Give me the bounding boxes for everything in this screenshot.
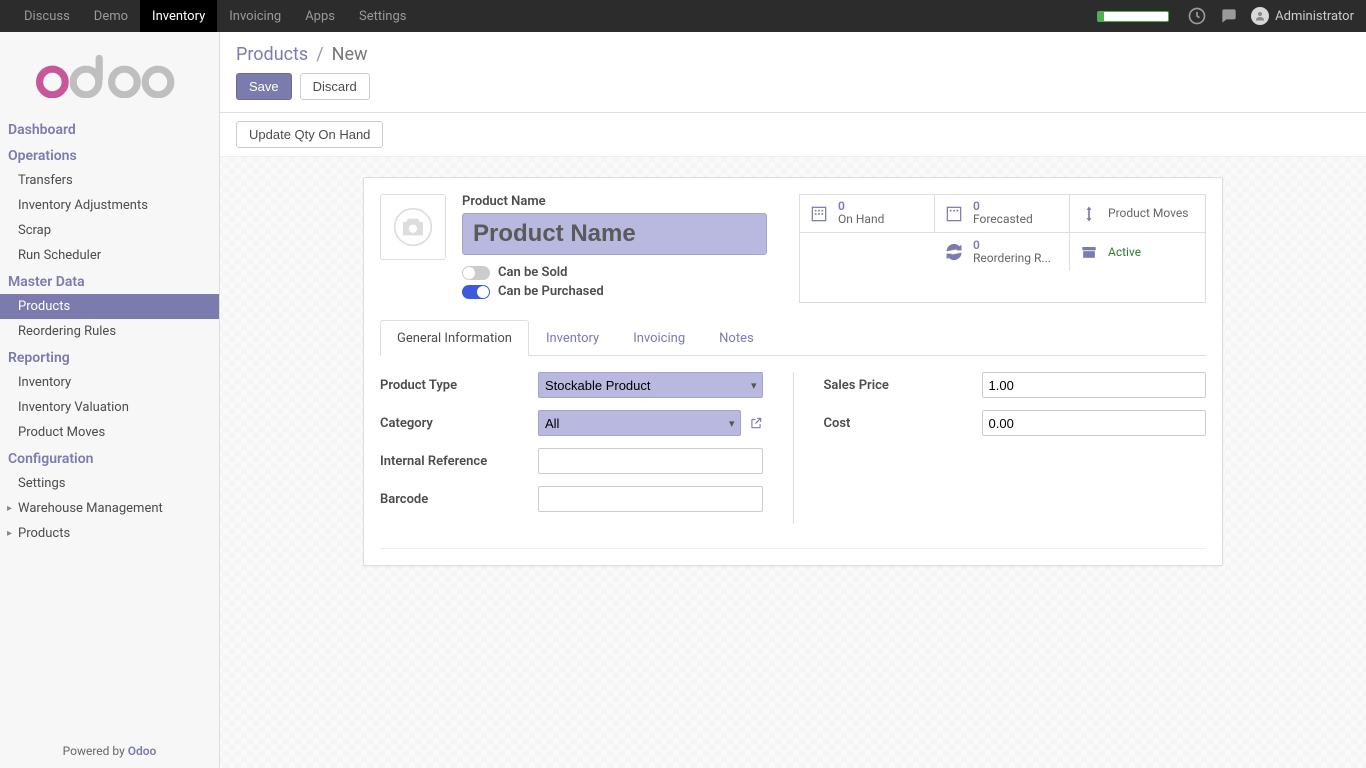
top-nav: Discuss Demo Inventory Invoicing Apps Se… [0, 0, 1366, 32]
stat-reordering[interactable]: 0Reordering R... [935, 233, 1070, 271]
stat-forecasted[interactable]: 0Forecasted [935, 195, 1070, 233]
tab-invoicing[interactable]: Invoicing [616, 320, 702, 356]
chat-icon[interactable] [1219, 6, 1239, 26]
progress-bar [1097, 11, 1169, 22]
avatar-icon [1251, 7, 1269, 25]
refresh-icon [943, 242, 965, 262]
stat-on-hand[interactable]: 0On Hand [800, 195, 935, 233]
sidebar-item-inventory-report[interactable]: Inventory [0, 370, 219, 395]
nav-inventory[interactable]: Inventory [140, 0, 217, 32]
update-qty-button[interactable]: Update Qty On Hand [236, 121, 383, 148]
product-image-placeholder[interactable] [380, 194, 446, 260]
user-name: Administrator [1275, 9, 1354, 24]
sidebar-item-settings[interactable]: Settings [0, 471, 219, 496]
can-be-purchased-toggle[interactable] [462, 285, 490, 299]
external-link-icon[interactable] [749, 416, 763, 430]
logo [0, 32, 219, 110]
tab-notes[interactable]: Notes [702, 320, 771, 356]
action-bar: Save Discard [220, 73, 1366, 113]
discard-button[interactable]: Discard [300, 73, 370, 100]
sales-price-label: Sales Price [824, 378, 974, 393]
sub-action-bar: Update Qty On Hand [220, 113, 1366, 157]
section-configuration[interactable]: Configuration [0, 445, 219, 471]
can-be-sold-label: Can be Sold [498, 265, 568, 280]
sidebar-item-inventory-adjustments[interactable]: Inventory Adjustments [0, 193, 219, 218]
internal-reference-label: Internal Reference [380, 454, 530, 469]
breadcrumb-separator: / [316, 44, 323, 65]
building-icon [943, 204, 965, 224]
tabs: General Information Inventory Invoicing … [380, 319, 1206, 356]
arrows-vertical-icon [1078, 204, 1100, 224]
form-sheet: Product Name Can be Sold Can be Purchase… [363, 177, 1223, 566]
stat-active-label: Active [1108, 245, 1141, 259]
breadcrumb-current: New [332, 44, 368, 65]
sidebar-footer: Powered by Odoo [0, 744, 219, 758]
nav-settings[interactable]: Settings [347, 0, 418, 32]
product-name-input[interactable] [462, 213, 767, 255]
sidebar-item-inventory-valuation[interactable]: Inventory Valuation [0, 395, 219, 420]
stat-reordering-value: 0 [973, 239, 1051, 251]
stat-forecasted-label: Forecasted [973, 212, 1033, 226]
sidebar-item-product-moves[interactable]: Product Moves [0, 420, 219, 445]
camera-icon [393, 207, 433, 247]
nav-invoicing[interactable]: Invoicing [217, 0, 293, 32]
stat-buttons: 0On Hand 0Forecasted Product Moves [799, 194, 1206, 303]
product-name-label: Product Name [462, 194, 783, 209]
barcode-input[interactable] [538, 486, 763, 512]
sidebar-menu: Dashboard Operations Transfers Inventory… [0, 110, 219, 552]
save-button[interactable]: Save [236, 73, 292, 100]
cost-label: Cost [824, 416, 974, 431]
section-reporting[interactable]: Reporting [0, 344, 219, 370]
nav-apps[interactable]: Apps [293, 0, 347, 32]
sidebar: Dashboard Operations Transfers Inventory… [0, 32, 220, 768]
nav-demo[interactable]: Demo [82, 0, 140, 32]
sidebar-item-run-scheduler[interactable]: Run Scheduler [0, 243, 219, 268]
stat-product-moves[interactable]: Product Moves [1070, 195, 1205, 233]
archive-icon [1078, 242, 1100, 262]
section-master-data[interactable]: Master Data [0, 268, 219, 294]
stat-reordering-label: Reordering R... [973, 251, 1051, 265]
section-operations[interactable]: Operations [0, 142, 219, 168]
category-label: Category [380, 416, 530, 431]
tab-inventory[interactable]: Inventory [529, 320, 616, 356]
tab-general-information[interactable]: General Information [380, 320, 529, 356]
clock-icon[interactable] [1187, 6, 1207, 26]
stat-active[interactable]: Active [1070, 233, 1205, 271]
stat-on-hand-label: On Hand [838, 212, 884, 226]
stat-product-moves-label: Product Moves [1108, 206, 1188, 220]
sidebar-item-transfers[interactable]: Transfers [0, 168, 219, 193]
sidebar-item-reordering-rules[interactable]: Reordering Rules [0, 319, 219, 344]
main: Products / New Save Discard Update Qty O… [220, 32, 1366, 768]
internal-reference-input[interactable] [538, 448, 763, 474]
product-type-label: Product Type [380, 378, 530, 393]
can-be-sold-toggle[interactable] [462, 266, 490, 280]
barcode-label: Barcode [380, 492, 530, 507]
sidebar-item-scrap[interactable]: Scrap [0, 218, 219, 243]
sidebar-item-warehouse-management[interactable]: Warehouse Management [0, 496, 219, 521]
footer-brand-link[interactable]: Odoo [128, 744, 157, 758]
can-be-purchased-label: Can be Purchased [498, 284, 604, 299]
sales-price-input[interactable] [982, 372, 1207, 398]
stat-on-hand-value: 0 [838, 200, 884, 212]
user-menu[interactable]: Administrator [1251, 7, 1354, 25]
category-select[interactable]: All [538, 410, 741, 436]
breadcrumb-parent[interactable]: Products [236, 44, 308, 65]
cost-input[interactable] [982, 410, 1207, 436]
breadcrumb: Products / New [220, 32, 1366, 73]
sidebar-item-products[interactable]: Products [0, 294, 219, 319]
sidebar-item-products-config[interactable]: Products [0, 521, 219, 546]
section-dashboard[interactable]: Dashboard [0, 116, 219, 142]
product-type-select[interactable]: Stockable Product [538, 372, 763, 398]
nav-discuss[interactable]: Discuss [12, 0, 82, 32]
stat-forecasted-value: 0 [973, 200, 1033, 212]
building-icon [808, 204, 830, 224]
